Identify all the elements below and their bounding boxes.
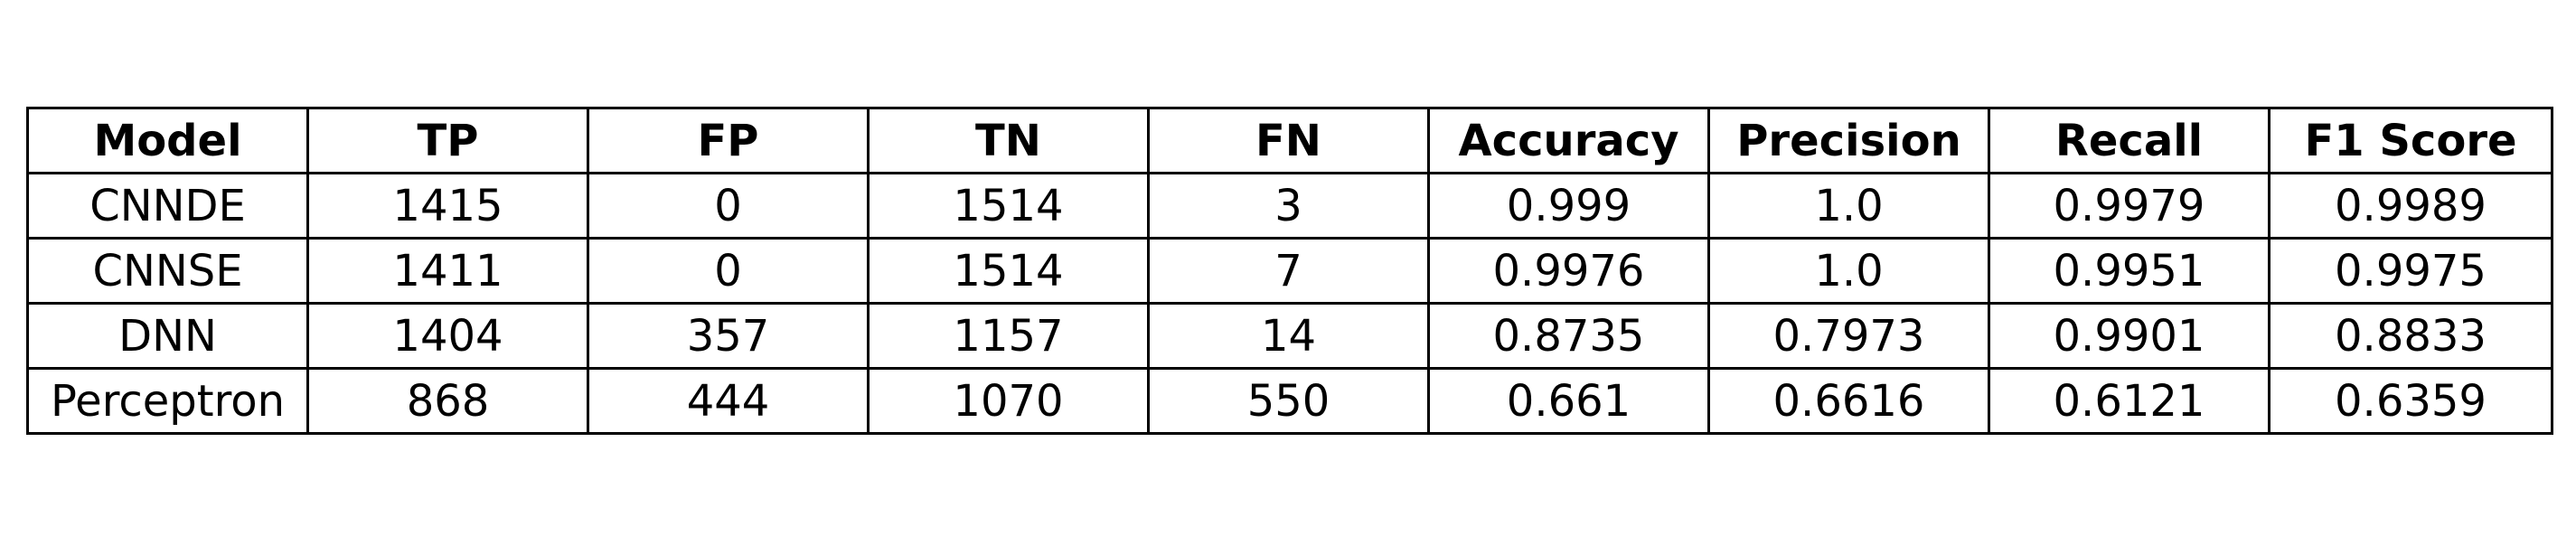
cell-model: CNNSE [26,237,309,305]
header-fp: FP [587,107,870,174]
cell-f1-score: 0.9989 [2268,172,2553,240]
cell-precision: 0.7973 [1707,302,1990,370]
cell-fp: 444 [587,367,870,435]
header-model: Model [26,107,309,174]
header-row: Model TP FP TN FN Accuracy Precision Rec… [26,107,2553,174]
cell-fn: 14 [1147,302,1430,370]
cell-precision: 1.0 [1707,237,1990,305]
cell-fn: 7 [1147,237,1430,305]
table-row: CNNSE 1411 0 1514 7 0.9976 1.0 0.9951 0.… [26,237,2553,305]
cell-recall: 0.9979 [1988,172,2270,240]
cell-fp: 0 [587,172,870,240]
cell-precision: 0.6616 [1707,367,1990,435]
cell-fp: 0 [587,237,870,305]
cell-accuracy: 0.999 [1427,172,1710,240]
cell-model: CNNDE [26,172,309,240]
cell-f1-score: 0.6359 [2268,367,2553,435]
cell-accuracy: 0.9976 [1427,237,1710,305]
cell-tn: 1157 [867,302,1150,370]
header-precision: Precision [1707,107,1990,174]
header-recall: Recall [1988,107,2270,174]
table-row: Perceptron 868 444 1070 550 0.661 0.6616… [26,367,2553,435]
cell-recall: 0.9901 [1988,302,2270,370]
cell-tp: 1404 [306,302,589,370]
table-row: DNN 1404 357 1157 14 0.8735 0.7973 0.990… [26,302,2553,370]
cell-f1-score: 0.9975 [2268,237,2553,305]
header-tn: TN [867,107,1150,174]
cell-tn: 1514 [867,237,1150,305]
cell-tp: 868 [306,367,589,435]
cell-precision: 1.0 [1707,172,1990,240]
cell-tp: 1415 [306,172,589,240]
header-fn: FN [1147,107,1430,174]
cell-tn: 1070 [867,367,1150,435]
cell-fn: 550 [1147,367,1430,435]
cell-model: DNN [26,302,309,370]
header-accuracy: Accuracy [1427,107,1710,174]
cell-f1-score: 0.8833 [2268,302,2553,370]
cell-tn: 1514 [867,172,1150,240]
cell-model: Perceptron [26,367,309,435]
cell-tp: 1411 [306,237,589,305]
cell-fn: 3 [1147,172,1430,240]
cell-accuracy: 0.661 [1427,367,1710,435]
cell-recall: 0.6121 [1988,367,2270,435]
header-f1-score: F1 Score [2268,107,2553,174]
header-tp: TP [306,107,589,174]
results-table: Model TP FP TN FN Accuracy Precision Rec… [26,107,2553,435]
table-row: CNNDE 1415 0 1514 3 0.999 1.0 0.9979 0.9… [26,172,2553,240]
cell-accuracy: 0.8735 [1427,302,1710,370]
cell-fp: 357 [587,302,870,370]
cell-recall: 0.9951 [1988,237,2270,305]
